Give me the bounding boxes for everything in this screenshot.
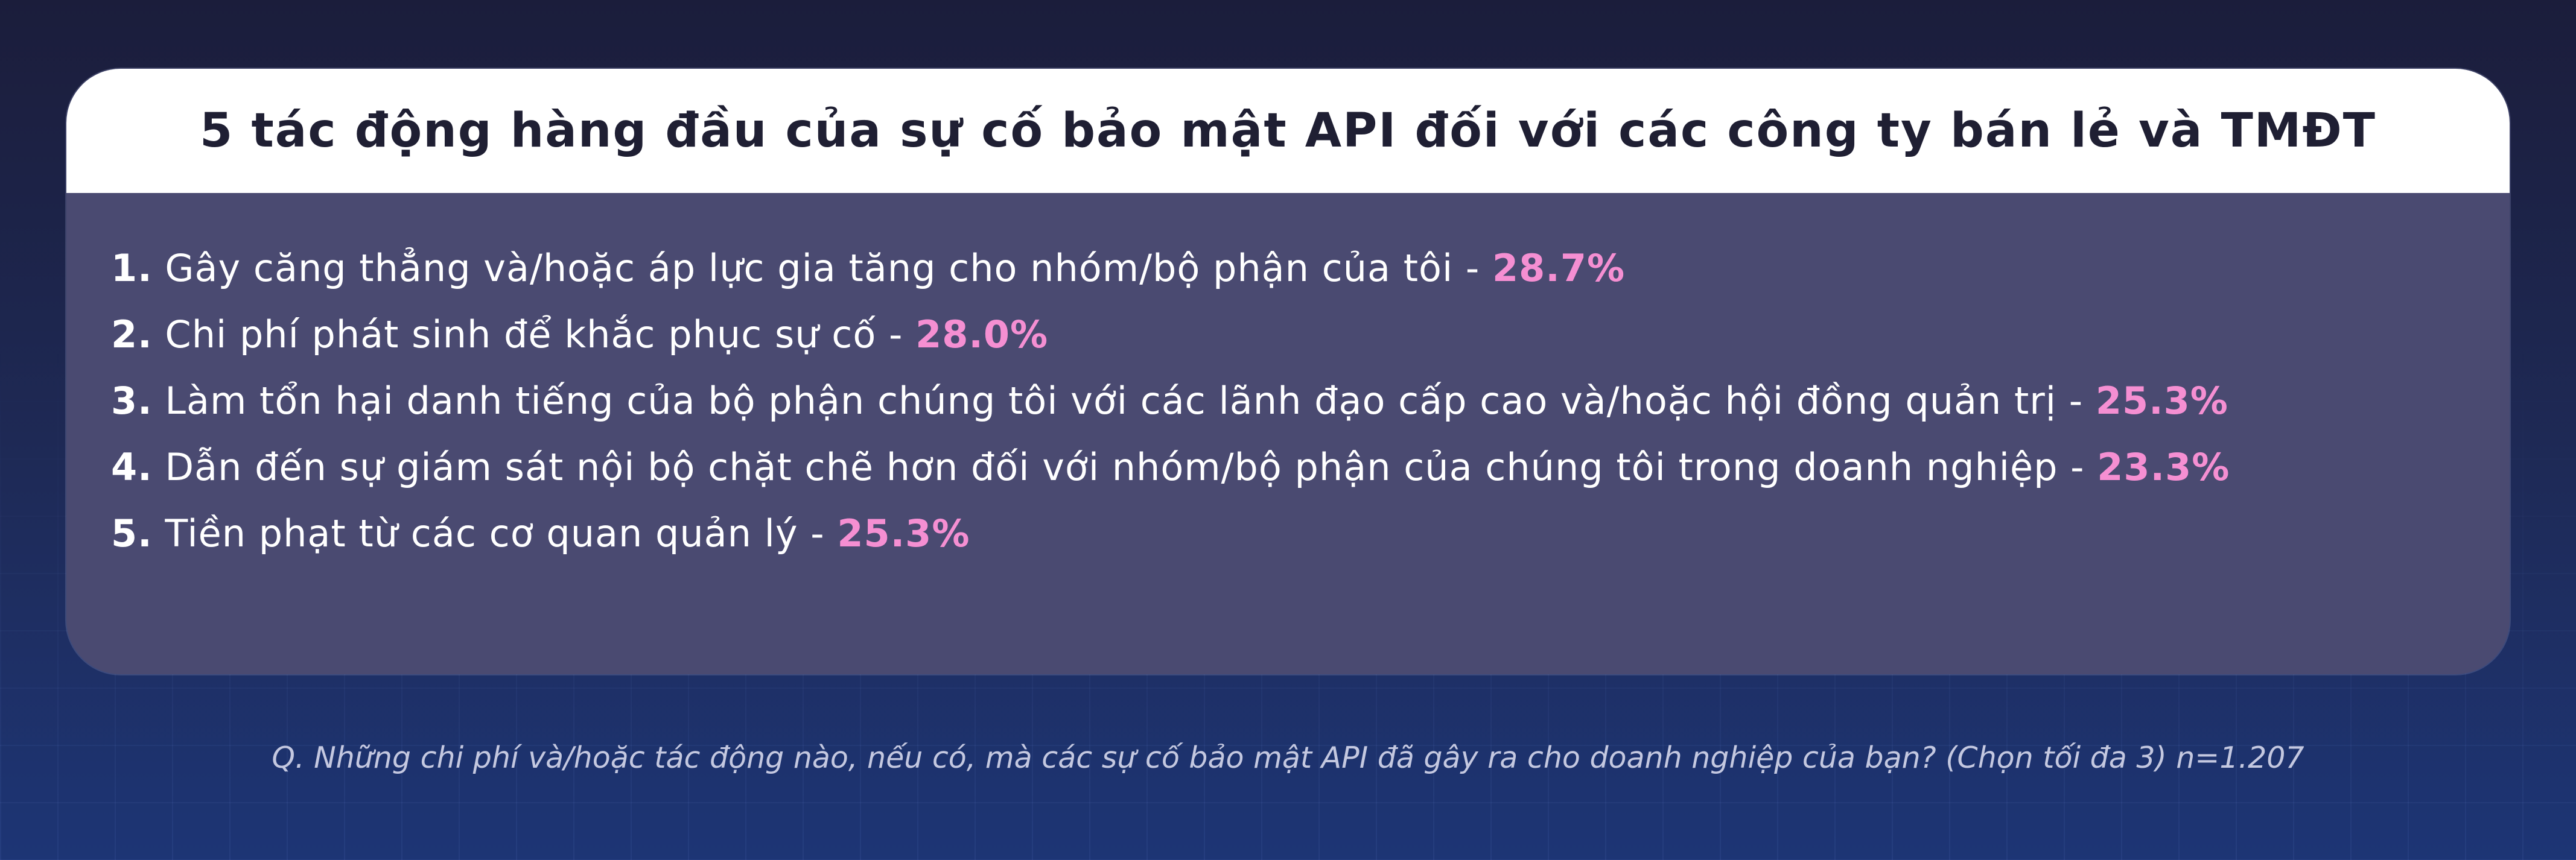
item-percent: 28.7% bbox=[1492, 246, 1626, 290]
item-text: Dẫn đến sự giám sát nội bộ chặt chẽ hơn … bbox=[165, 445, 2097, 489]
item-percent: 28.0% bbox=[915, 312, 1049, 356]
item-number: 1. bbox=[111, 246, 153, 290]
item-number: 5. bbox=[111, 511, 153, 555]
item-text: Làm tổn hại danh tiếng của bộ phận chúng… bbox=[165, 379, 2096, 423]
impact-list: 1. Gây căng thẳng và/hoặc áp lực gia tăn… bbox=[111, 235, 2467, 567]
list-item: 4. Dẫn đến sự giám sát nội bộ chặt chẽ h… bbox=[111, 434, 2467, 501]
card-header: 5 tác động hàng đầu của sự cố bảo mật AP… bbox=[66, 69, 2510, 193]
list-item: 2. Chi phí phát sinh để khắc phục sự cố … bbox=[111, 302, 2467, 368]
list-item: 1. Gây căng thẳng và/hoặc áp lực gia tăn… bbox=[111, 235, 2467, 302]
item-percent: 25.3% bbox=[837, 511, 970, 555]
item-text: Tiền phạt từ các cơ quan quản lý - bbox=[165, 511, 838, 555]
item-number: 2. bbox=[111, 312, 153, 356]
item-number: 4. bbox=[111, 445, 153, 489]
item-text: Chi phí phát sinh để khắc phục sự cố - bbox=[165, 312, 916, 356]
impact-card: 5 tác động hàng đầu của sự cố bảo mật AP… bbox=[66, 69, 2510, 674]
item-percent: 23.3% bbox=[2097, 445, 2230, 489]
item-text: Gây căng thẳng và/hoặc áp lực gia tăng c… bbox=[165, 246, 1492, 290]
card-body: 1. Gây căng thẳng và/hoặc áp lực gia tăn… bbox=[66, 193, 2510, 567]
list-item: 5. Tiền phạt từ các cơ quan quản lý - 25… bbox=[111, 501, 2467, 567]
card-title: 5 tác động hàng đầu của sự cố bảo mật AP… bbox=[200, 104, 2376, 158]
item-number: 3. bbox=[111, 379, 153, 423]
list-item: 3. Làm tổn hại danh tiếng của bộ phận ch… bbox=[111, 368, 2467, 434]
survey-footnote: Q. Những chi phí và/hoặc tác động nào, n… bbox=[272, 741, 2304, 775]
item-percent: 25.3% bbox=[2095, 379, 2228, 423]
